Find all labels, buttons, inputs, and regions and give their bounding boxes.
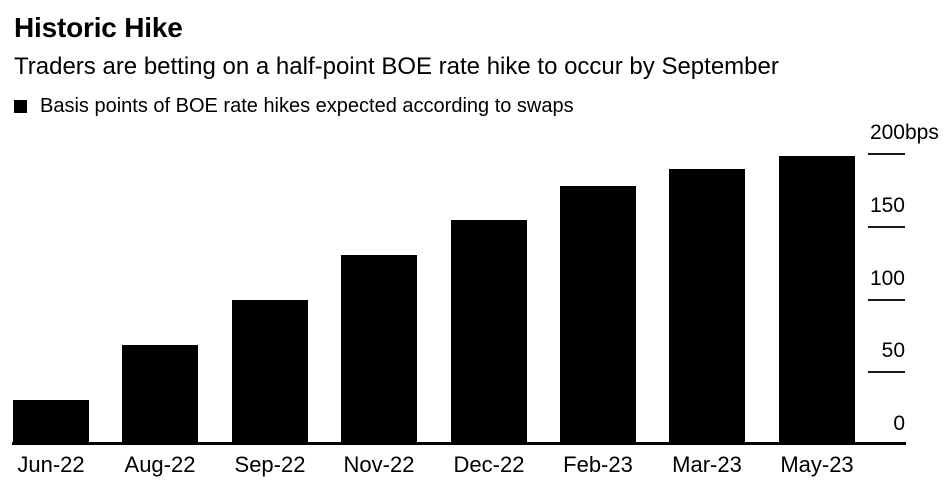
x-tick-label: Aug-22 — [124, 452, 196, 477]
y-axis-unit: bps — [905, 121, 939, 144]
y-tick-mark — [868, 226, 905, 228]
legend: Basis points of BOE rate hikes expected … — [14, 95, 574, 117]
y-tick-mark — [868, 153, 905, 155]
x-tick-label: Mar-23 — [672, 452, 742, 477]
chart-subtitle: Traders are betting on a half-point BOE … — [14, 53, 779, 80]
x-tick-label: Dec-22 — [453, 452, 525, 477]
y-tick-label: 50 — [881, 339, 905, 362]
bar-aug-22 — [122, 345, 198, 444]
x-axis-line — [12, 442, 906, 445]
bar-mar-23 — [669, 169, 745, 444]
y-tick-mark — [868, 299, 905, 301]
x-tick-label: Sep-22 — [234, 452, 306, 477]
bar-may-23 — [779, 156, 855, 444]
y-tick-label: 0 — [893, 412, 905, 435]
y-tick-mark — [868, 371, 905, 373]
bar-jun-22 — [13, 400, 89, 444]
bar-feb-23 — [560, 186, 636, 444]
bar-dec-22 — [451, 220, 527, 444]
x-tick-label: May-23 — [780, 452, 854, 477]
bar-nov-22 — [341, 255, 417, 444]
y-tick-label: 100 — [869, 267, 905, 290]
legend-label: Basis points of BOE rate hikes expected … — [40, 95, 574, 117]
x-tick-label: Jun-22 — [17, 452, 85, 477]
x-tick-label: Nov-22 — [343, 452, 415, 477]
chart-title: Historic Hike — [14, 12, 183, 43]
bar-sep-22 — [232, 300, 308, 444]
legend-swatch-icon — [14, 99, 27, 113]
y-tick-label: 150 — [869, 194, 905, 217]
x-tick-label: Feb-23 — [563, 452, 633, 477]
y-tick-label: 200 bps — [869, 121, 939, 144]
